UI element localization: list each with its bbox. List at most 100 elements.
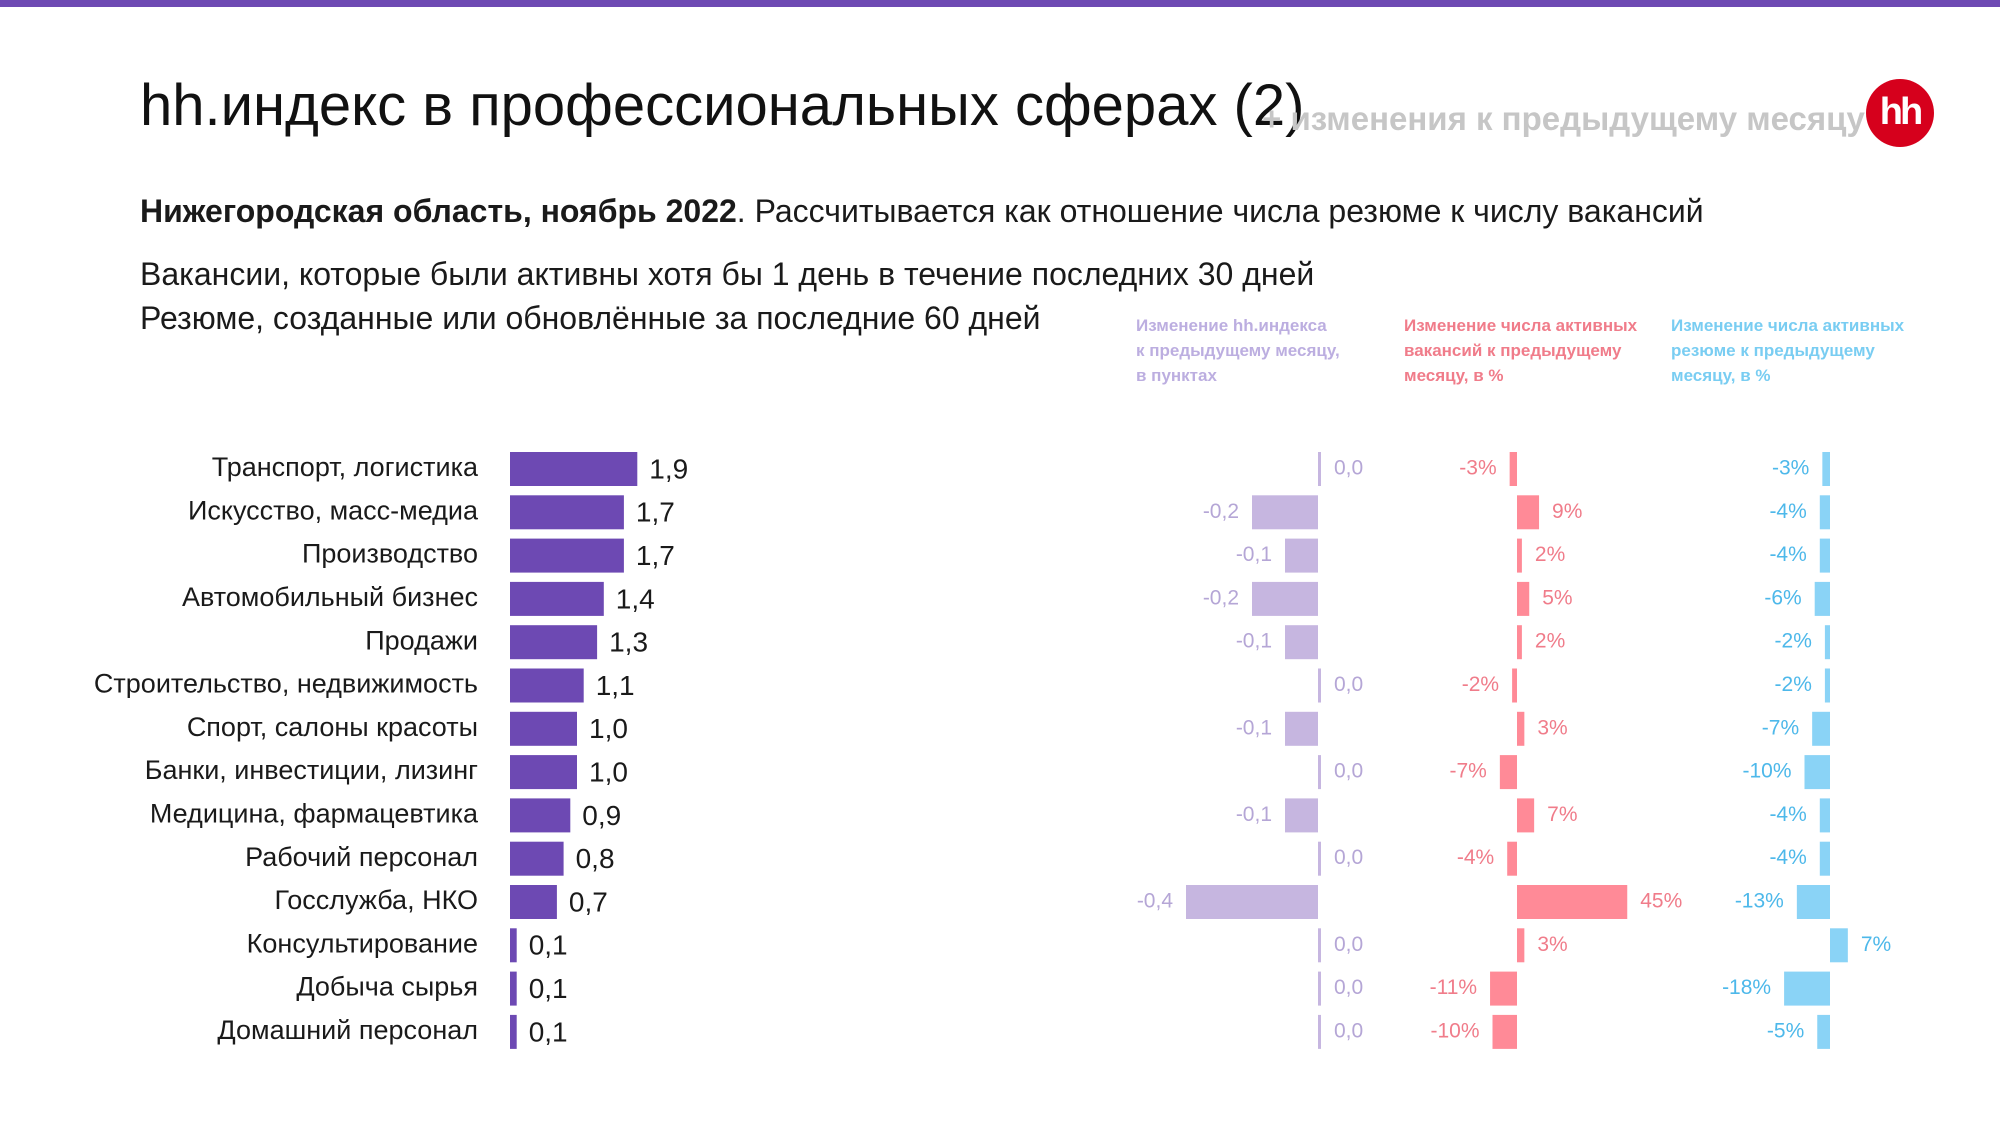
resume-change-value-label: 7% <box>1861 933 1891 956</box>
index-bar <box>510 755 577 790</box>
index-change-header: Изменение hh.индекса к предыдущему месяц… <box>1136 313 1386 388</box>
index-value-label: 0,7 <box>569 886 608 917</box>
resume-change-value-label: -7% <box>1762 716 1799 739</box>
vacancy-change-header-line: вакансий к предыдущему <box>1404 341 1622 360</box>
index-change-bar <box>1186 885 1318 919</box>
resume-change-value-label: -6% <box>1764 586 1801 609</box>
index-change-bar <box>1285 711 1318 746</box>
subtitle-region: Нижегородская область, ноябрь 2022 <box>140 193 737 229</box>
category-label: Транспорт, логистика <box>212 452 479 482</box>
category-label: Домашний персонал <box>217 1015 478 1045</box>
category-label: Спорт, салоны красоты <box>187 712 478 742</box>
index-change-value-label: 0,0 <box>1334 760 1363 783</box>
index-value-label: 0,1 <box>529 930 568 961</box>
index-value-label: 1,7 <box>636 497 675 528</box>
resume-change-bar <box>1822 452 1830 486</box>
index-change-value-label: -0,4 <box>1137 890 1174 913</box>
index-value-label: 1,0 <box>589 756 628 787</box>
index-value-label: 0,8 <box>576 843 615 874</box>
index-value-label: 1,7 <box>636 540 675 571</box>
index-change-value-label: -0,1 <box>1236 716 1272 739</box>
vacancy-change-bar <box>1517 538 1522 573</box>
resume-change-bar <box>1817 1014 1830 1049</box>
index-change-bar <box>1318 452 1321 486</box>
category-label: Строительство, недвижимость <box>94 669 478 699</box>
title-note: + изменения к предыдущему месяцу <box>1262 100 1865 137</box>
resume-change-bar <box>1824 668 1830 703</box>
page-title: hh.индекс в профессиональных сферах (2) <box>140 73 1305 138</box>
index-change-value-label: 0,0 <box>1334 976 1363 999</box>
resume-change-value-label: -5% <box>1767 1019 1804 1042</box>
category-label: Консультирование <box>247 928 478 958</box>
index-change-value-label: 0,0 <box>1334 457 1363 480</box>
index-bar <box>510 971 517 1006</box>
index-bar <box>510 798 571 833</box>
index-change-value-label: 0,0 <box>1334 673 1363 696</box>
index-bar <box>510 538 624 573</box>
index-value-label: 1,4 <box>616 583 655 614</box>
index-value-label: 0,1 <box>529 973 568 1004</box>
category-label: Добыча сырья <box>296 972 478 1002</box>
resume-change-value-label: -10% <box>1742 760 1791 783</box>
subtitle-method: . Рассчитывается как отношение числа рез… <box>736 193 1704 229</box>
category-label: Искусство, масс-медиа <box>188 495 479 525</box>
index-bar <box>510 885 557 919</box>
index-bar <box>510 1014 517 1049</box>
resume-change-bar <box>1819 841 1830 876</box>
vacancy-change-bar <box>1517 625 1522 660</box>
index-change-header-line: к предыдущему месяцу, <box>1136 341 1340 360</box>
index-value-label: 1,3 <box>609 627 648 658</box>
resume-change-value-label: -4% <box>1769 846 1806 869</box>
resume-change-bar <box>1819 798 1830 833</box>
category-label: Банки, инвестиции, лизинг <box>145 755 478 785</box>
index-change-bar <box>1318 668 1321 703</box>
resume-change-value-label: -2% <box>1775 630 1812 653</box>
vacancy-change-value-label: 2% <box>1535 543 1565 566</box>
resume-change-bar <box>1804 755 1830 790</box>
top-accent-bar <box>0 0 2000 7</box>
resume-change-bar <box>1819 538 1830 573</box>
vacancy-change-value-label: 3% <box>1537 933 1567 956</box>
index-change-bar <box>1285 625 1318 660</box>
vacancy-change-value-label: -3% <box>1459 457 1496 480</box>
index-change-value-label: -0,2 <box>1203 586 1239 609</box>
vacancy-change-bar <box>1517 928 1525 963</box>
resume-change-value-label: -4% <box>1769 803 1806 826</box>
index-change-value-label: 0,0 <box>1334 1019 1363 1042</box>
index-change-bar <box>1252 581 1318 616</box>
index-value-label: 0,9 <box>582 800 621 831</box>
index-change-bar <box>1318 971 1321 1006</box>
resume-change-bar <box>1784 971 1830 1006</box>
resume-change-bar <box>1812 711 1830 746</box>
hh-logo: hh <box>1866 79 1934 147</box>
vacancy-change-bar <box>1517 711 1525 746</box>
index-change-value-label: -0,1 <box>1236 630 1272 653</box>
vacancy-change-value-label: -7% <box>1449 760 1486 783</box>
category-label: Госслужба, НКО <box>274 885 478 915</box>
index-value-label: 1,0 <box>589 713 628 744</box>
index-change-value-label: 0,0 <box>1334 846 1363 869</box>
vacancy-change-bar <box>1507 841 1517 876</box>
index-change-header-line: в пунктах <box>1136 366 1217 385</box>
category-label: Автомобильный бизнес <box>182 582 478 612</box>
resume-change-header-line: месяцу, в % <box>1671 366 1771 385</box>
vacancy-change-value-label: -11% <box>1430 976 1477 999</box>
vacancy-change-bar <box>1517 885 1628 919</box>
vacancy-change-value-label: 2% <box>1535 630 1565 653</box>
vacancy-definition: Вакансии, которые были активны хотя бы 1… <box>140 256 1315 292</box>
index-bar <box>510 452 638 486</box>
category-label: Рабочий персонал <box>245 842 478 872</box>
vacancy-change-value-label: -2% <box>1462 673 1499 696</box>
index-change-bar <box>1252 495 1318 530</box>
vacancy-change-header: Изменение числа активных вакансий к пред… <box>1404 313 1654 388</box>
index-change-value-label: -0,1 <box>1236 543 1272 566</box>
resume-change-value-label: -2% <box>1775 673 1812 696</box>
index-bar <box>510 495 624 530</box>
vacancy-change-value-label: -10% <box>1430 1019 1479 1042</box>
resume-change-value-label: -4% <box>1769 500 1806 523</box>
resume-change-header: Изменение числа активных резюме к предыд… <box>1671 313 1921 388</box>
index-change-bar <box>1318 928 1321 963</box>
index-bar <box>510 711 577 746</box>
resume-change-bar <box>1824 625 1830 660</box>
